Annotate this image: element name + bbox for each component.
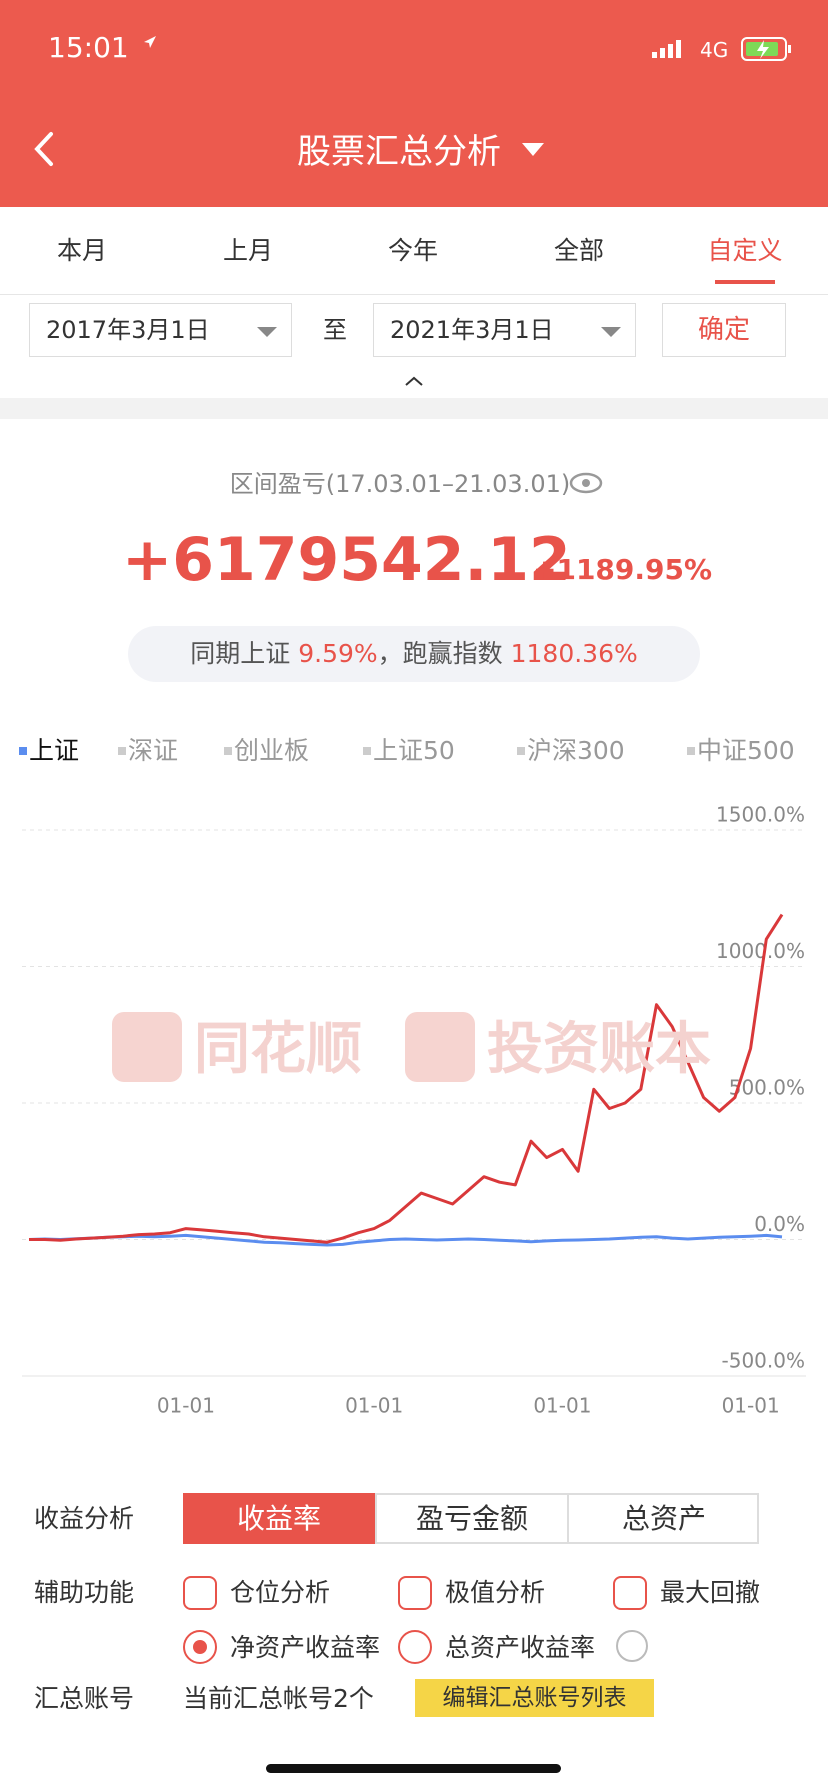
beat-value: 1180.36% bbox=[510, 639, 638, 668]
index-tab[interactable]: 创业板 bbox=[234, 736, 309, 765]
index-tab-swatch bbox=[224, 747, 232, 755]
label: 辅助功能 bbox=[34, 1578, 135, 1607]
label: 汇总账号 bbox=[34, 1684, 135, 1713]
index-tab[interactable]: 上证50 bbox=[373, 736, 455, 765]
index-tab[interactable]: 中证500 bbox=[697, 736, 795, 765]
y-tick-label: 1000.0% bbox=[716, 939, 805, 963]
checkbox[interactable] bbox=[613, 1576, 647, 1610]
watermark: 同花顺 bbox=[194, 1017, 362, 1082]
radio-label: 净资产收益率 bbox=[230, 1633, 381, 1662]
segment[interactable]: 收益率 bbox=[183, 1493, 375, 1544]
segment[interactable]: 总资产 bbox=[567, 1493, 759, 1544]
help-icon[interactable] bbox=[616, 1630, 648, 1662]
y-tick-label: -500.0% bbox=[722, 1349, 805, 1373]
line-series bbox=[29, 913, 784, 1244]
radio[interactable] bbox=[398, 1630, 432, 1664]
start-date-box[interactable] bbox=[29, 303, 292, 357]
radio[interactable] bbox=[183, 1630, 217, 1664]
home-indicator bbox=[266, 1764, 561, 1773]
chart: 上证 深证 创业板 上证50 沪深300 中证500-500.0%0.0%500.0%10… bbox=[19, 736, 806, 1418]
beat-label: ，跑赢指数 bbox=[377, 639, 503, 668]
benchmark-label: 同期上证 bbox=[190, 639, 291, 668]
start-date: 2017年3月1日 bbox=[46, 316, 210, 344]
x-tick-label: 01-01 bbox=[157, 1394, 215, 1418]
watermark bbox=[112, 1012, 182, 1082]
index-tab[interactable]: 深证 bbox=[128, 736, 178, 765]
confirm-button[interactable]: 确定 bbox=[697, 315, 750, 345]
radio-dot bbox=[193, 1640, 207, 1654]
watermark: 投资账本 bbox=[487, 1017, 711, 1082]
status-network: 4G bbox=[700, 38, 729, 62]
eye-icon[interactable] bbox=[568, 470, 604, 496]
status-time: 15:01 bbox=[48, 31, 129, 64]
radio-label: 总资产收益率 bbox=[445, 1633, 596, 1662]
header-bar bbox=[0, 0, 828, 207]
benchmark-value: 9.59% bbox=[298, 639, 378, 668]
profit-percent: +1189.95% bbox=[533, 553, 713, 586]
label: 收益分析 bbox=[34, 1504, 135, 1533]
edit-button[interactable]: 编辑汇总账号列表 bbox=[415, 1679, 654, 1717]
line-series bbox=[28, 1233, 783, 1247]
checkbox[interactable] bbox=[398, 1576, 432, 1610]
account-text: 当前汇总帐号2个 bbox=[183, 1684, 374, 1713]
tab[interactable]: 全部 bbox=[553, 236, 604, 265]
profit-amount: +6179542.12 bbox=[122, 525, 571, 595]
confirm-box[interactable] bbox=[662, 303, 786, 357]
index-tab-swatch bbox=[118, 747, 126, 755]
y-tick-label: 1500.0% bbox=[716, 803, 805, 827]
divider bbox=[0, 294, 828, 295]
segment[interactable]: 盈亏金额 bbox=[375, 1493, 567, 1544]
index-tab-swatch bbox=[687, 747, 695, 755]
header-icons bbox=[34, 36, 791, 166]
x-tick-label: 01-01 bbox=[345, 1394, 403, 1418]
tab[interactable]: 今年 bbox=[387, 236, 438, 265]
page-title[interactable]: 股票汇总分析 bbox=[297, 132, 501, 172]
legend-swatch bbox=[19, 747, 27, 755]
legend-label: 上证 bbox=[29, 736, 79, 765]
section-gap bbox=[0, 398, 828, 419]
index-tab[interactable]: 沪深300 bbox=[527, 736, 625, 765]
benchmark-pill: 同期上证 9.59%，跑赢指数 1180.36% bbox=[128, 626, 700, 682]
x-tick-label: 01-01 bbox=[722, 1394, 780, 1418]
tab[interactable]: 自定义 bbox=[707, 236, 783, 265]
checkbox[interactable] bbox=[183, 1576, 217, 1610]
index-tab-swatch bbox=[363, 747, 371, 755]
date-icons bbox=[257, 327, 621, 386]
tab-underline bbox=[715, 280, 775, 284]
end-date: 2021年3月1日 bbox=[390, 316, 554, 344]
controls: 收益分析 收益率 盈亏金额 总资产辅助功能 仓位分析 极值分析 最大回撤净资产收益率 总资产收… bbox=[0, 1460, 828, 1790]
end-date-box[interactable] bbox=[373, 303, 636, 357]
summary-label: 区间盈亏(17.03.01–21.03.01) bbox=[229, 470, 571, 498]
checkbox-label: 极值分析 bbox=[445, 1578, 546, 1607]
separator: 至 bbox=[323, 316, 347, 344]
tab[interactable]: 上月 bbox=[222, 236, 273, 265]
tab[interactable]: 本月 bbox=[56, 236, 107, 265]
checkbox-label: 最大回撤 bbox=[660, 1578, 761, 1607]
watermark bbox=[405, 1012, 475, 1082]
index-tab-swatch bbox=[517, 747, 525, 755]
x-tick-label: 01-01 bbox=[533, 1394, 591, 1418]
checkbox-label: 仓位分析 bbox=[230, 1578, 331, 1607]
y-tick-label: 0.0% bbox=[754, 1212, 805, 1236]
